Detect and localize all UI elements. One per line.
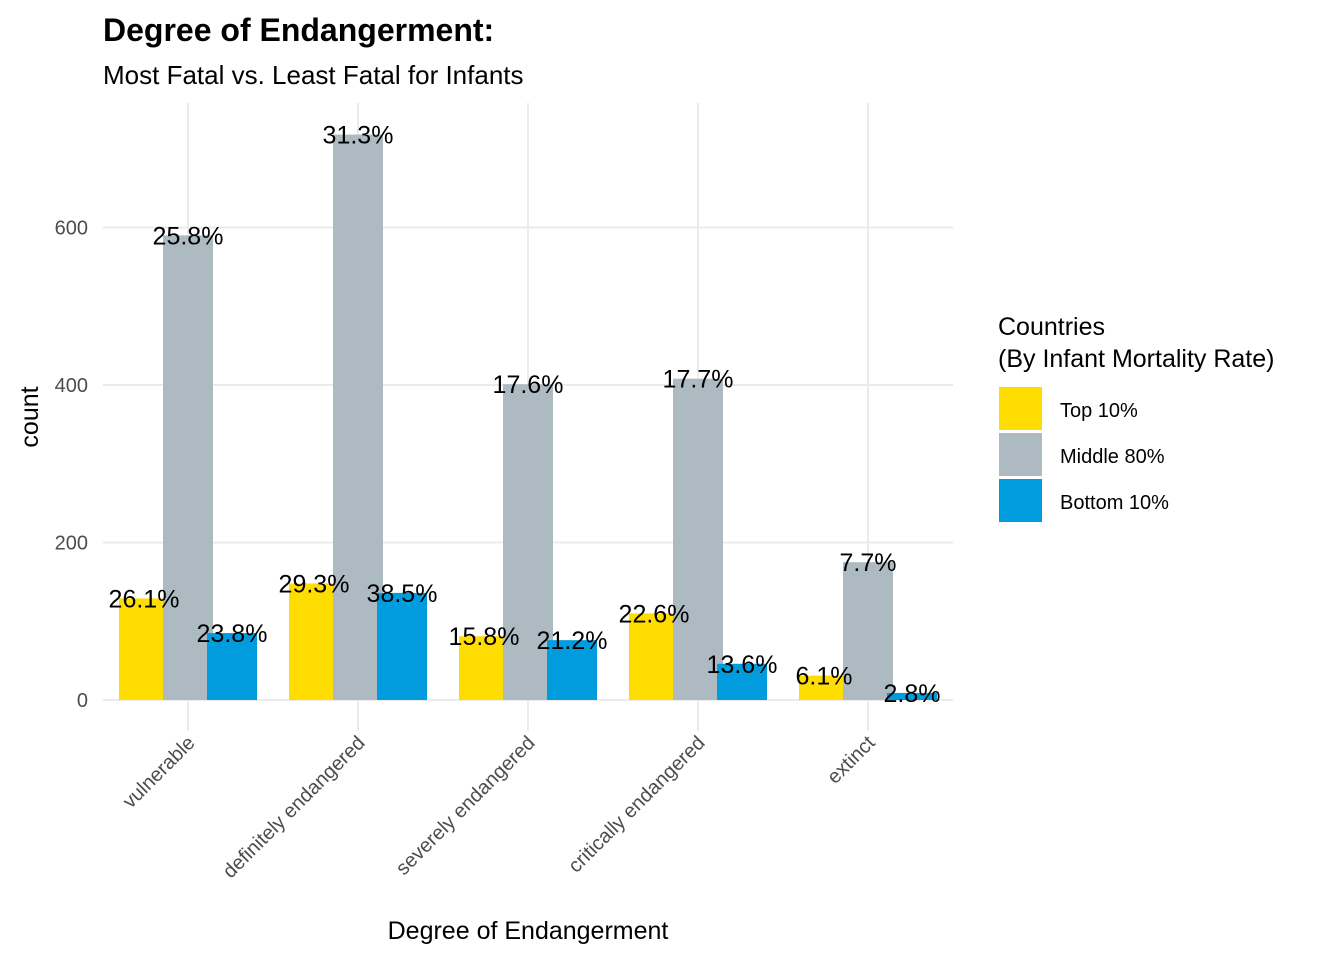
y-tick-label: 600	[55, 218, 88, 240]
legend-title-line2: (By Infant Mortality Rate)	[998, 345, 1274, 373]
bar-data-label: 17.7%	[663, 366, 734, 394]
bar-data-label: 2.8%	[884, 680, 941, 708]
bar	[163, 235, 213, 700]
bar-data-label: 21.2%	[537, 627, 608, 655]
y-axis-ticks: 0 200 400 600	[55, 218, 88, 713]
bar	[459, 636, 509, 700]
bar	[119, 598, 169, 700]
y-axis-title: count	[16, 386, 44, 447]
x-axis-ticks: vulnerable definitely endangered severely …	[119, 732, 880, 883]
y-tick-label: 400	[55, 375, 88, 397]
bar	[673, 378, 723, 700]
bar	[717, 663, 767, 700]
bar	[333, 134, 383, 700]
bar-data-label: 23.8%	[197, 620, 268, 648]
bar	[377, 592, 427, 700]
bar-data-label: 7.7%	[840, 549, 897, 577]
x-tick-label: definitely endangered	[219, 732, 370, 883]
bar-data-label: 13.6%	[707, 651, 778, 679]
legend-swatch	[999, 387, 1042, 430]
legend-title-line1: Countries	[998, 313, 1105, 341]
bar-data-label: 15.8%	[449, 623, 520, 651]
bar-data-label: 26.1%	[109, 585, 180, 613]
y-tick-label: 0	[77, 690, 88, 712]
bar	[799, 675, 849, 700]
legend-swatch	[999, 479, 1042, 522]
x-tick-label: severely endangered	[392, 732, 540, 880]
x-tick-label: critically endangered	[564, 732, 709, 877]
chart-title: Degree of Endangerment:	[103, 12, 494, 48]
y-tick-label: 200	[55, 533, 88, 555]
bar-data-label: 25.8%	[153, 222, 224, 250]
bar-data-label: 6.1%	[796, 663, 853, 691]
bar	[887, 692, 937, 700]
bar	[629, 613, 679, 700]
bar-data-label: 29.3%	[279, 570, 350, 598]
legend-swatch	[999, 433, 1042, 476]
bar	[503, 384, 553, 700]
bar-data-label: 31.3%	[323, 122, 394, 150]
legend-label: Top 10%	[1060, 400, 1138, 422]
bar	[289, 583, 339, 700]
bar	[207, 633, 257, 700]
chart-subtitle: Most Fatal vs. Least Fatal for Infants	[103, 60, 524, 90]
bars	[119, 134, 937, 700]
bar-data-label: 22.6%	[619, 600, 690, 628]
x-axis-title: Degree of Endangerment	[388, 917, 669, 945]
x-tick-label: extinct	[823, 732, 880, 789]
bar-data-label: 38.5%	[367, 580, 438, 608]
legend-label: Bottom 10%	[1060, 492, 1169, 514]
legend: Countries (By Infant Mortality Rate) Top…	[998, 313, 1274, 522]
bar	[843, 562, 893, 700]
legend-label: Middle 80%	[1060, 446, 1165, 468]
data-labels: 26.1% 29.3% 15.8% 22.6% 6.1% 25.8% 31.3% 17.6% 1…	[109, 122, 941, 708]
bar-data-label: 17.6%	[493, 371, 564, 399]
bar	[547, 640, 597, 700]
x-tick-label: vulnerable	[119, 732, 200, 813]
